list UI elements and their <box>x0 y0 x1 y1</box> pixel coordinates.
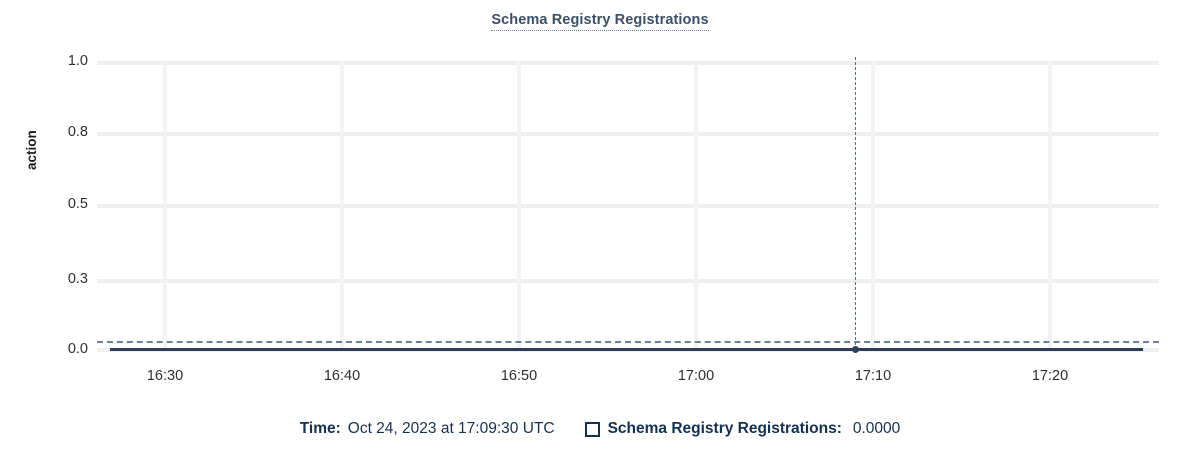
x-tick-label: 16:40 <box>323 368 361 384</box>
chart-title: Schema Registry Registrations <box>0 12 1200 31</box>
y-tick-label: 0.3 <box>67 271 88 287</box>
threshold-line <box>97 341 1159 343</box>
legend-swatch-icon[interactable] <box>584 421 600 437</box>
y-tick-label: 0.0 <box>67 341 88 357</box>
y-tick-label: 0.8 <box>67 124 88 140</box>
crosshair-line <box>855 57 856 350</box>
tooltip-time-value: Oct 24, 2023 at 17:09:30 UTC <box>347 420 555 437</box>
gridline-vertical <box>340 61 344 350</box>
x-tick-label: 17:10 <box>854 368 892 384</box>
y-tick-label: 1.0 <box>67 53 88 69</box>
plot-area[interactable] <box>97 57 1159 353</box>
x-tick-label: 16:50 <box>500 368 538 384</box>
tooltip-series-group[interactable]: Schema Registry Registrations: 0.0000 <box>584 420 901 438</box>
gridline-horizontal <box>97 132 1159 136</box>
tooltip-time-label: Time: <box>299 420 341 437</box>
y-axis-title: action <box>24 130 39 170</box>
chart-title-text: Schema Registry Registrations <box>491 12 709 31</box>
x-tick-label: 16:30 <box>146 368 184 384</box>
gridline-vertical <box>517 61 521 350</box>
hover-data-point[interactable] <box>851 345 859 353</box>
gridline-vertical <box>871 61 875 350</box>
gridline-horizontal <box>97 61 1159 65</box>
x-tick-label: 17:00 <box>677 368 715 384</box>
gridline-vertical <box>1048 61 1052 350</box>
gridline-vertical <box>694 61 698 350</box>
gridline-horizontal <box>97 279 1159 283</box>
tooltip-time-group: Time: Oct 24, 2023 at 17:09:30 UTC <box>300 420 555 438</box>
gridline-vertical <box>163 61 167 350</box>
x-tick-label: 17:20 <box>1031 368 1069 384</box>
gridline-horizontal <box>97 204 1159 208</box>
y-tick-label: 0.5 <box>67 196 88 212</box>
tooltip-footer: Time: Oct 24, 2023 at 17:09:30 UTC Schem… <box>0 420 1200 438</box>
series-line-schema-registry-registrations <box>110 348 1143 351</box>
tooltip-series-label: Schema Registry Registrations: <box>607 420 842 437</box>
tooltip-series-value: 0.0000 <box>852 420 901 437</box>
